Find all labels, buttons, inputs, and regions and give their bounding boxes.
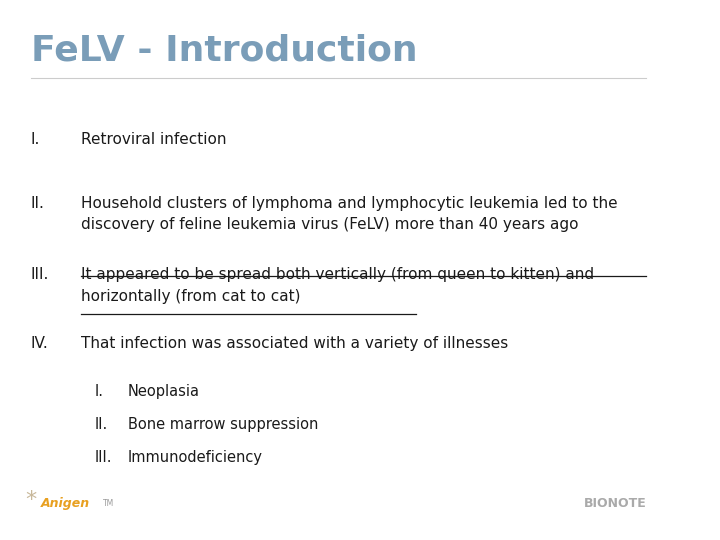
Text: I.: I. — [31, 132, 40, 147]
Text: It appeared to be spread both vertically (from queen to kitten) and
horizontally: It appeared to be spread both vertically… — [81, 267, 594, 304]
Text: IV.: IV. — [31, 336, 49, 352]
Text: Bone marrow suppression: Bone marrow suppression — [128, 417, 318, 433]
Text: FeLV - Introduction: FeLV - Introduction — [31, 33, 418, 68]
Text: TM: TM — [103, 498, 114, 508]
Text: III.: III. — [31, 267, 49, 282]
Text: II.: II. — [94, 417, 108, 433]
Text: I.: I. — [94, 384, 104, 399]
Text: *: * — [26, 490, 37, 510]
Text: That infection was associated with a variety of illnesses: That infection was associated with a var… — [81, 336, 508, 352]
Text: Neoplasia: Neoplasia — [128, 384, 200, 399]
Text: BIONOTE: BIONOTE — [583, 497, 647, 510]
Text: Household clusters of lymphoma and lymphocytic leukemia led to the
discovery of : Household clusters of lymphoma and lymph… — [81, 195, 618, 232]
Text: Immunodeficiency: Immunodeficiency — [128, 450, 263, 465]
Text: III.: III. — [94, 450, 112, 465]
Text: Anigen: Anigen — [41, 497, 90, 510]
Text: II.: II. — [31, 195, 45, 211]
Text: Retroviral infection: Retroviral infection — [81, 132, 227, 147]
